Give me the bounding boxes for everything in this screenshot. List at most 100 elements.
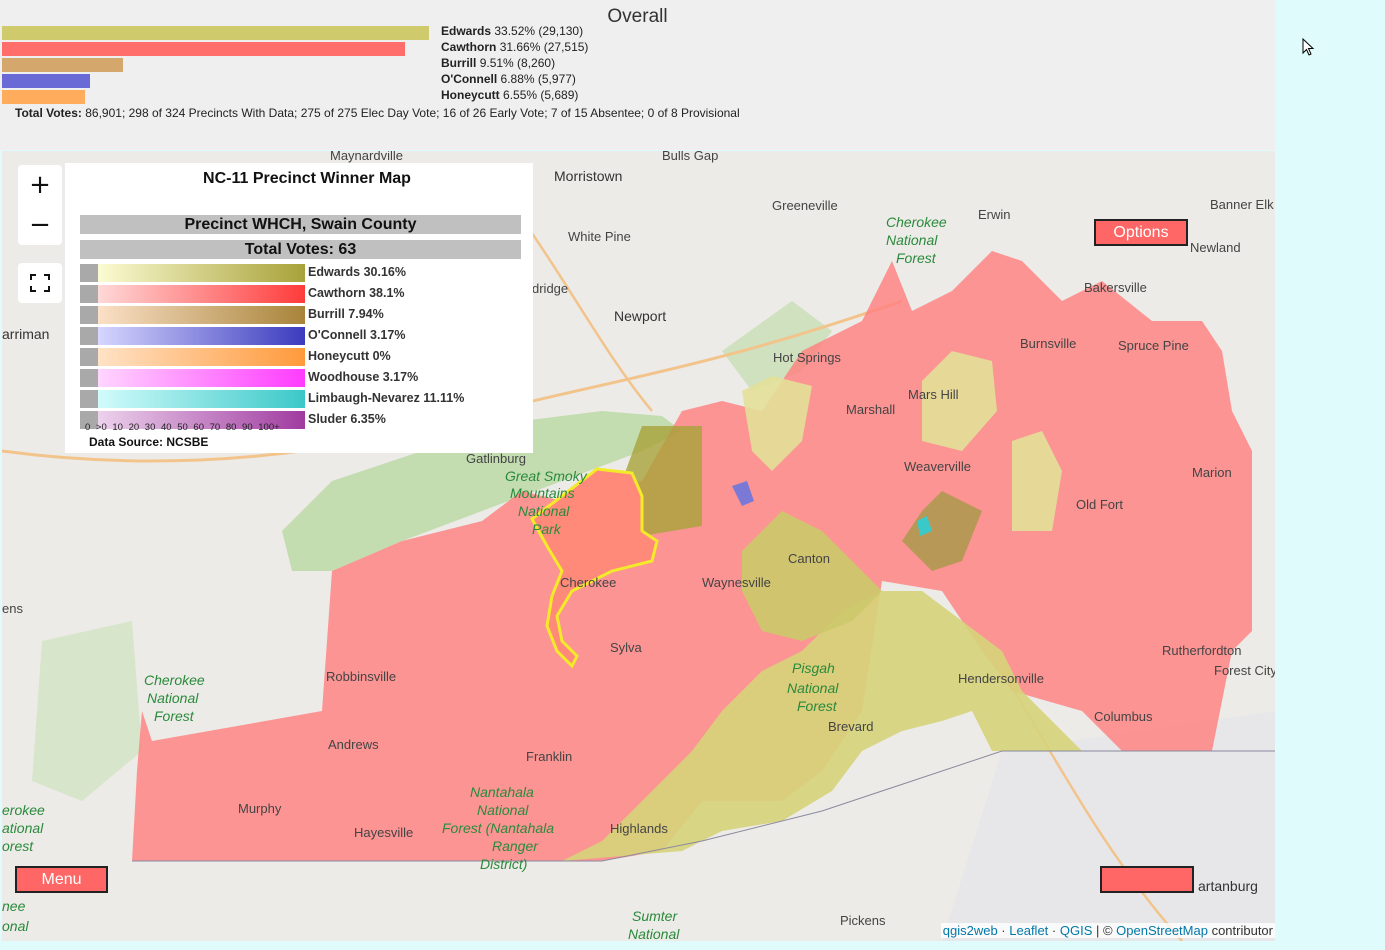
place-label: Spruce Pine <box>1118 338 1189 353</box>
place-label: Newland <box>1190 240 1241 255</box>
legend-no-data-swatch <box>80 327 98 345</box>
legend-label: Honeycutt 0% <box>308 349 391 363</box>
state-border <box>132 750 1275 862</box>
openstreetmap-link[interactable]: OpenStreetMap <box>1116 923 1208 938</box>
legend-no-data-swatch <box>80 348 98 366</box>
legend-gradient <box>98 264 305 282</box>
edwards-precincts-central[interactable] <box>742 511 882 641</box>
overall-title: Overall <box>607 6 668 27</box>
map-canvas[interactable]: Maynardville Bulls Gap Morristown Greene… <box>2 151 1275 941</box>
place-label: Andrews <box>328 737 379 752</box>
legend-no-data-swatch <box>80 411 98 429</box>
legend-scale: 0 >0 10 20 30 40 50 60 70 80 90 100+ <box>85 422 280 433</box>
legend-no-data-swatch <box>80 285 98 303</box>
place-label: Cherokee <box>144 672 205 688</box>
total-votes-line: Total Votes: 86,901; 298 of 324 Precinct… <box>15 106 740 120</box>
unlabeled-button[interactable] <box>1100 866 1194 893</box>
place-label: Columbus <box>1094 709 1153 724</box>
qgis2web-link[interactable]: qgis2web <box>942 923 998 938</box>
edwards-precincts-south[interactable] <box>562 591 1082 861</box>
honeycutt-result: Honeycutt 6.55% (5,689) <box>441 88 579 102</box>
mouse-cursor-icon <box>1302 38 1315 56</box>
menu-button[interactable]: Menu <box>15 866 108 893</box>
legend-label: Edwards 30.16% <box>308 265 406 279</box>
place-label: Franklin <box>526 749 572 764</box>
place-label: Forest <box>797 698 838 714</box>
selected-precinct-whch[interactable] <box>530 467 659 669</box>
map-attribution: qgis2web · Leaflet · QGIS | © OpenStreet… <box>940 923 1275 938</box>
legend-gradient <box>98 285 305 303</box>
edwards-precincts-east[interactable] <box>1012 431 1062 531</box>
edwards-precincts-north[interactable] <box>742 376 812 471</box>
forest-area-north <box>722 301 832 391</box>
place-label: National <box>147 690 199 706</box>
attribution-separator: · <box>997 923 1010 938</box>
qgis-link[interactable]: QGIS <box>1059 923 1093 938</box>
place-label: erokee <box>2 802 45 818</box>
attribution-separator: · <box>1048 923 1060 938</box>
precinct-map[interactable]: Maynardville Bulls Gap Morristown Greene… <box>2 151 1275 941</box>
place-label: Nantahala <box>470 784 534 800</box>
oconnell-precinct[interactable] <box>732 481 754 506</box>
zoom-in-button[interactable]: + <box>29 170 51 200</box>
place-label: Cherokee <box>560 575 616 590</box>
place-label: ational <box>2 820 44 836</box>
edwards-precincts-marshall[interactable] <box>922 351 997 451</box>
place-label: Rutherfordton <box>1162 643 1242 658</box>
place-label: artanburg <box>1198 878 1258 894</box>
place-label: orest <box>2 838 34 854</box>
leaflet-link[interactable]: Leaflet <box>1009 923 1049 938</box>
place-label: Pickens <box>840 913 886 928</box>
place-label: Waynesville <box>702 575 771 590</box>
place-label: Canton <box>788 551 830 566</box>
burrill-result: Burrill 9.51% (8,260) <box>441 56 556 70</box>
place-label: Forest <box>154 708 195 724</box>
burrill-bar <box>2 58 123 72</box>
place-label: Banner Elk <box>1210 197 1274 212</box>
fullscreen-icon <box>30 274 50 292</box>
place-label: onal <box>2 918 29 934</box>
legend-gradient <box>98 369 305 387</box>
place-label: District) <box>480 856 527 872</box>
national-park-area <box>282 411 682 571</box>
legend-no-data-swatch <box>80 306 98 324</box>
place-label: White Pine <box>568 229 631 244</box>
asheville-precincts[interactable] <box>902 491 982 571</box>
precinct-name: Precinct WHCH, Swain County <box>80 215 521 234</box>
place-label: Mountains <box>510 485 575 501</box>
legend-gradient <box>98 411 305 429</box>
legend-label: Cawthorn 38.1% <box>308 286 405 300</box>
legend-label: Woodhouse 3.17% <box>308 370 419 384</box>
place-label: ens <box>2 601 23 616</box>
limbaugh-precinct[interactable] <box>917 516 932 536</box>
data-source-label: Data Source: NCSBE <box>89 435 209 449</box>
place-label: National <box>886 232 938 248</box>
options-button[interactable]: Options <box>1094 219 1188 246</box>
place-label: Brevard <box>828 719 874 734</box>
place-label: Weaverville <box>904 459 971 474</box>
place-label: Ranger <box>492 838 539 854</box>
place-label: Cherokee <box>886 214 947 230</box>
legend-no-data-swatch <box>80 390 98 408</box>
legend-gradient <box>98 306 305 324</box>
fullscreen-button[interactable] <box>18 263 62 303</box>
place-label: Hayesville <box>354 825 413 840</box>
legend-label: Burrill 7.94% <box>308 307 384 321</box>
place-label: National <box>787 680 839 696</box>
attribution-separator: | © <box>1092 923 1117 938</box>
place-label: Hendersonville <box>958 671 1044 686</box>
legend-no-data-swatch <box>80 264 98 282</box>
legend-title: NC-11 Precinct Winner Map <box>203 170 411 187</box>
legend-label: Limbaugh-Nevarez 11.11% <box>308 391 465 405</box>
cawthorn-bar <box>2 42 405 56</box>
overall-results-panel: Overall Edwards 33.52% (29,130) Cawthorn… <box>0 0 1275 150</box>
zoom-out-button[interactable]: − <box>29 210 51 240</box>
attribution-suffix: contributor <box>1207 923 1273 938</box>
legend-gradient <box>98 327 305 345</box>
legend-label: Sluder 6.35% <box>308 412 386 426</box>
place-label: Erwin <box>978 207 1011 222</box>
place-label: Burnsville <box>1020 336 1076 351</box>
place-label: Greeneville <box>772 198 838 213</box>
legend-gradient <box>98 348 305 366</box>
place-label: Murphy <box>238 801 282 816</box>
